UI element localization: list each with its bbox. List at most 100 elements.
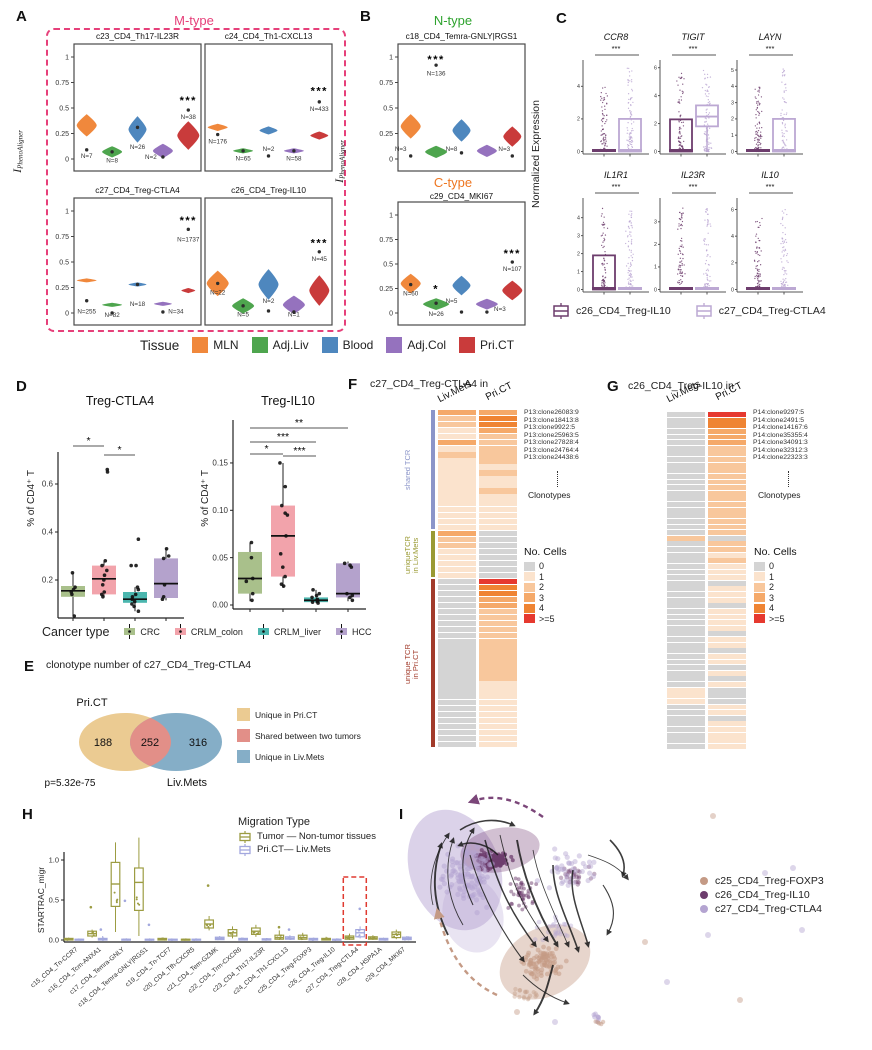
jitter-point [783,267,785,269]
heat-cell [438,609,476,615]
jitter-point [786,112,788,114]
tan-dashed-arrow [433,907,498,997]
jitter-point [193,938,196,941]
jitter-point [630,136,632,138]
data-point [314,593,319,598]
jitter-point [756,220,758,223]
cells-legend-row: 1 [754,572,797,583]
jitter-point [783,274,785,276]
median-dot [510,154,514,158]
jitter-point [682,91,684,93]
heat-cell [479,560,517,567]
jitter-point [631,97,633,99]
cell-point [600,1019,606,1025]
panel-d-letter: D [16,378,27,395]
heat-cell [479,675,517,681]
jitter-point [601,106,603,108]
jitter-point [681,224,683,227]
jitter-point [782,266,784,268]
heat-cell [438,464,476,470]
heat-cell [438,500,476,506]
heat-cell [667,496,705,502]
heat-row [667,642,746,649]
jitter-point [759,224,761,227]
jitter-point [757,253,759,256]
heat-cell [479,416,517,422]
cell-point [535,947,541,953]
jitter-point [358,929,361,932]
tissue-label: Adj.Liv [272,338,309,352]
jitter-point [705,149,707,151]
heat-cell [708,541,746,547]
heat-row [667,721,746,727]
cell-point [572,866,577,871]
heat-cell [708,642,746,648]
jitter-point [276,936,279,939]
heat-cell [667,434,705,440]
jitter-point [630,270,632,272]
cell-point [457,885,463,891]
heat-cell [708,721,746,727]
jitter-point [604,105,606,107]
jitter-point [626,67,628,69]
y-tick-label: 0.0 [49,936,59,945]
heat-cell [708,603,746,609]
jitter-point [185,938,188,941]
data-point [166,554,171,558]
jitter-point [334,938,337,941]
heat-cell [479,572,517,579]
streamline [433,842,449,936]
y-tick-label: 0.15 [212,459,228,468]
heat-cell [479,603,517,609]
jitter-point [602,87,604,89]
data-point [249,555,254,560]
cell-point [542,962,548,968]
data-point [283,484,288,489]
jitter-point [781,81,783,83]
cell-point [642,939,648,945]
jitter-point [785,87,787,89]
heat-row [438,687,517,693]
cell-point [555,869,561,875]
jitter-point [708,146,710,149]
cancer-type-legend-title: Cancer type [42,624,110,639]
jitter-point [707,213,709,215]
jitter-point [783,90,785,92]
jitter-point [629,231,631,233]
data-point [103,559,108,563]
jitter-point [627,240,630,243]
jitter-point [630,273,632,275]
jitter-point [759,221,761,224]
jitter-point [757,284,759,286]
cells-legend-label: 0 [539,561,545,572]
jitter-point [358,934,361,937]
heat-cell [667,451,705,457]
cell-point [509,854,514,859]
jitter-point [759,254,761,257]
data-point [249,540,254,545]
cell-point [469,885,476,891]
zero-bar [592,149,616,152]
subplot-title: c18_CD4_Temra-GNLY|RGS1 [406,31,518,41]
heat-cell [479,422,517,428]
jitter-point [707,254,709,256]
jitter-point [680,279,682,281]
cell-point [527,970,533,976]
data-point [105,467,110,472]
heat-cell [479,500,517,506]
clone-label: P13:clone24764:4 [524,446,579,454]
startrac-boxplot: STARTRAC_migr0.00.51.0c15_CD4_Tn-CCR7c16… [30,837,416,1009]
median-dot [216,132,220,137]
jitter-point [703,243,706,245]
jitter-point [604,282,606,284]
jitter-point [681,90,683,92]
jitter-point [678,264,680,266]
jitter-point [707,268,709,270]
heat-row [438,675,517,681]
heat-cell [479,506,517,512]
jitter-point [759,275,761,277]
jitter-point [758,111,760,114]
violin-Pri.CT [181,288,196,294]
cell-point [533,991,538,996]
